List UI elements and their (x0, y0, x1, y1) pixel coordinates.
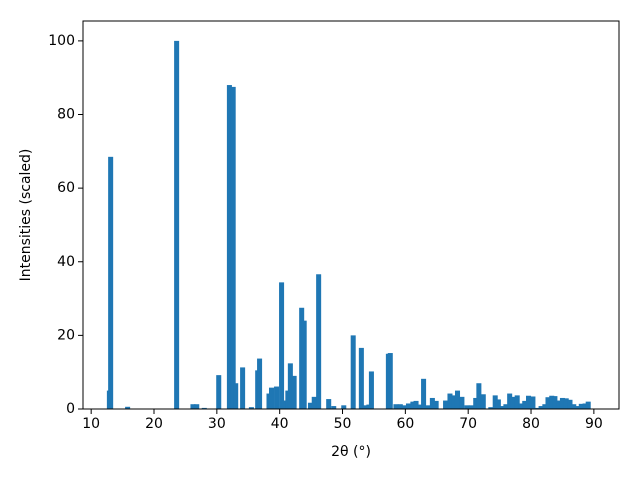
y-tick-label: 60 (57, 180, 75, 196)
bar (468, 405, 474, 409)
bar (257, 358, 263, 409)
bar (417, 404, 423, 409)
bar (216, 375, 222, 409)
bar (274, 386, 280, 409)
bar (410, 401, 416, 409)
bar (425, 405, 431, 409)
bar (500, 406, 506, 409)
bar (429, 397, 435, 409)
bar (575, 406, 581, 409)
bar (387, 353, 393, 409)
bar (190, 404, 196, 409)
y-tick-label: 20 (57, 327, 75, 343)
x-axis-label: 2θ (°) (331, 444, 371, 460)
x-tick-label: 90 (585, 416, 603, 432)
bar (279, 282, 285, 409)
bar (526, 395, 532, 409)
bar (233, 383, 239, 409)
bar (542, 404, 548, 409)
bar (311, 396, 317, 409)
bar (473, 397, 479, 409)
bar (549, 395, 555, 409)
bar (248, 407, 254, 409)
bar (362, 405, 368, 409)
bar (480, 394, 486, 409)
bar (495, 399, 501, 409)
bar (341, 405, 347, 409)
bar (326, 399, 332, 409)
y-tick-label: 100 (48, 33, 75, 49)
bar (194, 404, 200, 409)
x-tick-label: 80 (522, 416, 540, 432)
bar (108, 156, 114, 409)
bar (567, 399, 573, 409)
x-tick-label: 10 (82, 416, 100, 432)
bar (174, 40, 180, 409)
bar (534, 407, 540, 409)
bar (358, 347, 364, 409)
bar (459, 396, 465, 409)
bar (492, 395, 498, 409)
plot-frame (82, 20, 620, 410)
bar (510, 396, 516, 409)
bar (447, 393, 453, 409)
y-tick-label: 80 (57, 107, 75, 123)
bar (530, 396, 536, 409)
bar (454, 390, 461, 409)
bar (559, 397, 565, 409)
bar (316, 274, 322, 409)
bar (552, 396, 558, 409)
bar (563, 398, 569, 409)
bar (240, 367, 246, 409)
bar (401, 405, 407, 409)
bar (538, 406, 544, 409)
bar (397, 404, 403, 409)
bar (393, 404, 399, 409)
bar (522, 400, 528, 409)
bar (230, 86, 236, 409)
bar (405, 403, 412, 409)
bar (433, 400, 439, 409)
y-tick-label: 0 (66, 401, 75, 417)
bar (287, 363, 293, 409)
bar (476, 383, 482, 409)
bar (582, 403, 588, 409)
x-tick-label: 40 (271, 416, 289, 432)
bar (503, 404, 509, 409)
bar (307, 402, 313, 409)
bar (585, 401, 591, 409)
x-tick-label: 70 (459, 416, 477, 432)
bar (413, 400, 419, 409)
bar (291, 375, 297, 409)
bar (518, 403, 524, 409)
bar (268, 387, 275, 409)
bar (350, 335, 356, 409)
bar (125, 406, 131, 409)
bar (421, 378, 427, 409)
bar (578, 403, 584, 409)
bar (464, 405, 470, 409)
x-tick-label: 30 (208, 416, 226, 432)
bar (368, 371, 374, 409)
bar (331, 406, 337, 409)
bar (514, 395, 520, 409)
bar (571, 404, 577, 409)
bar (201, 407, 207, 409)
x-tick-label: 60 (396, 416, 414, 432)
y-axis-label: Intensities (scaled) (18, 149, 34, 282)
x-tick-label: 50 (334, 416, 352, 432)
y-tick-label: 40 (57, 254, 75, 270)
bar (545, 397, 551, 409)
bar (556, 400, 562, 409)
x-tick-label: 20 (145, 416, 163, 432)
bar (488, 407, 494, 409)
bar (443, 400, 449, 409)
bar (226, 85, 232, 409)
bar (281, 400, 287, 409)
bar (301, 320, 307, 409)
bar (451, 395, 457, 409)
bar (507, 393, 513, 409)
